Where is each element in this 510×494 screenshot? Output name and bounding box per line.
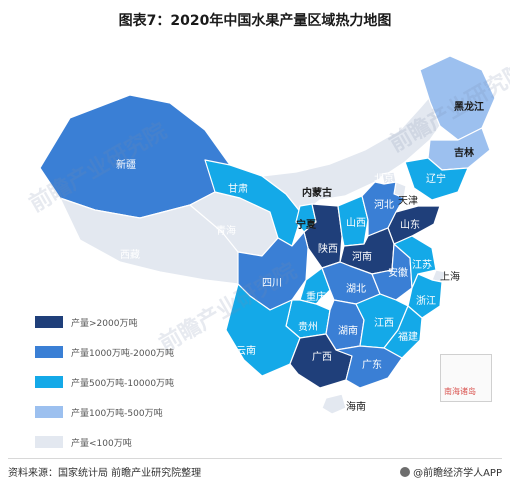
label-shanghai: 上海 (440, 272, 460, 283)
label-beijing: 北京 (374, 174, 394, 185)
inset-label: 南海诸岛 (444, 387, 476, 396)
label-xizang: 西藏 (120, 250, 140, 261)
label-guangxi: 广西 (312, 352, 332, 363)
brand-logo-icon (400, 467, 411, 477)
province-liaoning (404, 157, 469, 201)
label-jiangsu: 江苏 (412, 260, 432, 271)
label-chongqing: 重庆 (306, 292, 326, 303)
footer-divider (8, 458, 502, 459)
label-henan: 河南 (352, 252, 372, 263)
province-chongqing (299, 267, 331, 305)
province-jiangsu (393, 235, 437, 289)
source-note: 资料来源：国家统计局 前瞻产业研究院整理 (8, 468, 202, 479)
label-qinghai: 青海 (216, 226, 236, 237)
legend-label: 产量<100万吨 (71, 438, 132, 449)
brand-label: @前瞻经济学人APP (413, 468, 502, 479)
legend-item: 产量1000万吨-2000万吨 (35, 344, 174, 360)
label-tianjin: 天津 (398, 196, 418, 207)
legend-item: 产量>2000万吨 (35, 314, 174, 330)
label-xinjiang: 新疆 (116, 160, 136, 171)
legend-swatch (35, 316, 63, 328)
label-shanxi: 山西 (346, 218, 366, 229)
china-map (39, 55, 496, 415)
label-fujian: 福建 (398, 332, 418, 343)
label-hainan: 海南 (346, 402, 366, 413)
legend-swatch (35, 436, 63, 448)
legend-item: 产量100万吨-500万吨 (35, 404, 174, 420)
legend-label: 产量1000万吨-2000万吨 (71, 348, 175, 359)
legend-swatch (35, 346, 63, 358)
brand-credit: @前瞻经济学人APP (400, 464, 502, 479)
legend-item: 产量<100万吨 (35, 434, 174, 450)
legend-label: 产量500万吨-10000万吨 (71, 378, 175, 389)
legend-swatch (35, 376, 63, 388)
legend-label: 产量100万吨-500万吨 (71, 408, 163, 419)
label-sichuan: 四川 (262, 278, 282, 289)
label-gansu: 甘肃 (228, 184, 248, 195)
province-guangdong (335, 345, 403, 389)
legend-label: 产量>2000万吨 (71, 318, 138, 329)
label-zhejiang: 浙江 (416, 296, 436, 307)
label-jiangxi: 江西 (374, 318, 394, 329)
label-guangdong: 广东 (362, 360, 382, 371)
legend-swatch (35, 406, 63, 418)
label-jilin: 吉林 (454, 148, 474, 159)
label-hubei: 湖北 (346, 284, 366, 295)
label-hebei: 河北 (374, 200, 394, 211)
label-hunan: 湖南 (338, 326, 358, 337)
legend-item: 产量500万吨-10000万吨 (35, 374, 174, 390)
label-shaanxi: 陕西 (318, 244, 338, 255)
province-hainan (321, 393, 347, 415)
south-china-sea-inset (440, 354, 492, 402)
province-hebei (361, 181, 405, 237)
label-liaoning: 辽宁 (426, 174, 446, 185)
label-anhui: 安徽 (388, 268, 408, 279)
chart-title: 图表7：2020年中国水果产量区域热力地图 (118, 13, 392, 29)
legend: 产量>2000万吨 产量1000万吨-2000万吨 产量500万吨-10000万… (35, 314, 174, 464)
label-guizhou: 贵州 (298, 322, 318, 333)
label-neimenggu: 内蒙古 (302, 188, 332, 199)
label-heilongjiang: 黑龙江 (454, 102, 484, 113)
label-shandong: 山东 (400, 220, 420, 231)
label-ningxia: 宁夏 (296, 220, 316, 231)
label-yunnan: 云南 (236, 346, 256, 357)
